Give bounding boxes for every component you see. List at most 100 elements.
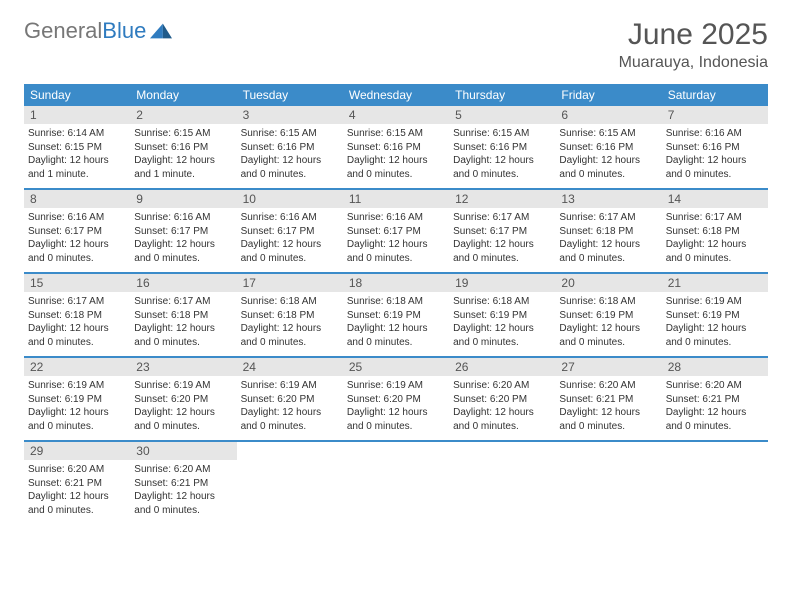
title-block: June 2025 Muarauya, Indonesia xyxy=(619,18,768,72)
week-row: 29Sunrise: 6:20 AMSunset: 6:21 PMDayligh… xyxy=(24,440,768,524)
sunrise-text: Sunrise: 6:18 AM xyxy=(453,295,551,309)
day-details: Sunrise: 6:17 AMSunset: 6:18 PMDaylight:… xyxy=(24,292,130,353)
day-cell: 24Sunrise: 6:19 AMSunset: 6:20 PMDayligh… xyxy=(237,358,343,440)
daylight-text: Daylight: 12 hours and 0 minutes. xyxy=(559,238,657,265)
logo-triangle-icon xyxy=(150,23,172,39)
day-details: Sunrise: 6:20 AMSunset: 6:21 PMDaylight:… xyxy=(130,460,236,521)
sunset-text: Sunset: 6:17 PM xyxy=(134,225,232,239)
daylight-text: Daylight: 12 hours and 0 minutes. xyxy=(666,238,764,265)
day-cell: 20Sunrise: 6:18 AMSunset: 6:19 PMDayligh… xyxy=(555,274,661,356)
sunset-text: Sunset: 6:21 PM xyxy=(559,393,657,407)
day-cell: 16Sunrise: 6:17 AMSunset: 6:18 PMDayligh… xyxy=(130,274,236,356)
sunrise-text: Sunrise: 6:15 AM xyxy=(453,127,551,141)
daylight-text: Daylight: 12 hours and 0 minutes. xyxy=(453,406,551,433)
day-details: Sunrise: 6:20 AMSunset: 6:20 PMDaylight:… xyxy=(449,376,555,437)
sunset-text: Sunset: 6:16 PM xyxy=(241,141,339,155)
day-details: Sunrise: 6:20 AMSunset: 6:21 PMDaylight:… xyxy=(555,376,661,437)
day-cell: 10Sunrise: 6:16 AMSunset: 6:17 PMDayligh… xyxy=(237,190,343,272)
day-number: 29 xyxy=(24,442,130,460)
daylight-text: Daylight: 12 hours and 0 minutes. xyxy=(28,238,126,265)
sunrise-text: Sunrise: 6:20 AM xyxy=(453,379,551,393)
sunset-text: Sunset: 6:19 PM xyxy=(666,309,764,323)
day-cell: 25Sunrise: 6:19 AMSunset: 6:20 PMDayligh… xyxy=(343,358,449,440)
empty-day-cell xyxy=(343,442,449,524)
day-number xyxy=(555,442,661,446)
day-details: Sunrise: 6:19 AMSunset: 6:20 PMDaylight:… xyxy=(237,376,343,437)
day-details: Sunrise: 6:18 AMSunset: 6:19 PMDaylight:… xyxy=(555,292,661,353)
daylight-text: Daylight: 12 hours and 0 minutes. xyxy=(347,238,445,265)
day-cell: 5Sunrise: 6:15 AMSunset: 6:16 PMDaylight… xyxy=(449,106,555,188)
daylight-text: Daylight: 12 hours and 0 minutes. xyxy=(28,406,126,433)
daylight-text: Daylight: 12 hours and 0 minutes. xyxy=(559,322,657,349)
day-number: 19 xyxy=(449,274,555,292)
day-number: 12 xyxy=(449,190,555,208)
calendar-grid: SundayMondayTuesdayWednesdayThursdayFrid… xyxy=(24,84,768,524)
day-cell: 11Sunrise: 6:16 AMSunset: 6:17 PMDayligh… xyxy=(343,190,449,272)
daylight-text: Daylight: 12 hours and 0 minutes. xyxy=(666,154,764,181)
sunset-text: Sunset: 6:18 PM xyxy=(134,309,232,323)
day-details: Sunrise: 6:15 AMSunset: 6:16 PMDaylight:… xyxy=(449,124,555,185)
weekday-header-row: SundayMondayTuesdayWednesdayThursdayFrid… xyxy=(24,84,768,106)
day-number: 4 xyxy=(343,106,449,124)
day-cell: 15Sunrise: 6:17 AMSunset: 6:18 PMDayligh… xyxy=(24,274,130,356)
day-number: 1 xyxy=(24,106,130,124)
day-number xyxy=(449,442,555,446)
daylight-text: Daylight: 12 hours and 0 minutes. xyxy=(347,406,445,433)
day-number: 14 xyxy=(662,190,768,208)
sunset-text: Sunset: 6:16 PM xyxy=(666,141,764,155)
day-cell: 12 Sunrise: 6:17 AMSunset: 6:17 PMDayligh… xyxy=(449,190,555,272)
day-details: Sunrise: 6:17 AMSunset: 6:18 PMDaylight:… xyxy=(555,208,661,269)
sunset-text: Sunset: 6:17 PM xyxy=(453,225,551,239)
day-details: Sunrise: 6:19 AMSunset: 6:20 PMDaylight:… xyxy=(130,376,236,437)
day-details: Sunrise: 6:14 AMSunset: 6:15 PMDaylight:… xyxy=(24,124,130,185)
sunrise-text: Sunrise: 6:19 AM xyxy=(347,379,445,393)
day-number: 30 xyxy=(130,442,236,460)
sunrise-text: Sunrise: 6:20 AM xyxy=(666,379,764,393)
daylight-text: Daylight: 12 hours and 0 minutes. xyxy=(134,238,232,265)
weekday-header: Wednesday xyxy=(343,84,449,106)
weekday-header: Thursday xyxy=(449,84,555,106)
weekday-header: Tuesday xyxy=(237,84,343,106)
daylight-text: Daylight: 12 hours and 0 minutes. xyxy=(666,406,764,433)
sunrise-text: Sunrise: 6:18 AM xyxy=(347,295,445,309)
sunset-text: Sunset: 6:18 PM xyxy=(28,309,126,323)
day-cell: 2Sunrise: 6:15 AMSunset: 6:16 PMDaylight… xyxy=(130,106,236,188)
daylight-text: Daylight: 12 hours and 0 minutes. xyxy=(134,322,232,349)
daylight-text: Daylight: 12 hours and 0 minutes. xyxy=(453,238,551,265)
sunrise-text: Sunrise: 6:16 AM xyxy=(134,211,232,225)
sunset-text: Sunset: 6:21 PM xyxy=(666,393,764,407)
day-number xyxy=(237,442,343,446)
daylight-text: Daylight: 12 hours and 0 minutes. xyxy=(28,490,126,517)
sunset-text: Sunset: 6:21 PM xyxy=(28,477,126,491)
sunset-text: Sunset: 6:19 PM xyxy=(347,309,445,323)
day-cell: 3Sunrise: 6:15 AMSunset: 6:16 PMDaylight… xyxy=(237,106,343,188)
sunset-text: Sunset: 6:18 PM xyxy=(241,309,339,323)
sunset-text: Sunset: 6:20 PM xyxy=(453,393,551,407)
day-details: Sunrise: 6:20 AMSunset: 6:21 PMDaylight:… xyxy=(24,460,130,521)
day-number: 25 xyxy=(343,358,449,376)
day-number: 16 xyxy=(130,274,236,292)
day-number: 8 xyxy=(24,190,130,208)
day-cell: 17Sunrise: 6:18 AMSunset: 6:18 PMDayligh… xyxy=(237,274,343,356)
sunrise-text: Sunrise: 6:20 AM xyxy=(559,379,657,393)
day-details: Sunrise: 6:16 AMSunset: 6:17 PMDaylight:… xyxy=(130,208,236,269)
day-number: 7 xyxy=(662,106,768,124)
day-number: 10 xyxy=(237,190,343,208)
sunrise-text: Sunrise: 6:15 AM xyxy=(347,127,445,141)
day-details: Sunrise: 6:18 AMSunset: 6:19 PMDaylight:… xyxy=(343,292,449,353)
day-details: Sunrise: 6:16 AMSunset: 6:16 PMDaylight:… xyxy=(662,124,768,185)
sunset-text: Sunset: 6:16 PM xyxy=(134,141,232,155)
day-details: Sunrise: 6:20 AMSunset: 6:21 PMDaylight:… xyxy=(662,376,768,437)
day-cell: 30Sunrise: 6:20 AMSunset: 6:21 PMDayligh… xyxy=(130,442,236,524)
daylight-text: Daylight: 12 hours and 0 minutes. xyxy=(559,406,657,433)
day-details: Sunrise: 6:19 AMSunset: 6:19 PMDaylight:… xyxy=(24,376,130,437)
daylight-text: Daylight: 12 hours and 0 minutes. xyxy=(134,406,232,433)
day-number: 3 xyxy=(237,106,343,124)
sunset-text: Sunset: 6:16 PM xyxy=(347,141,445,155)
sunset-text: Sunset: 6:18 PM xyxy=(666,225,764,239)
daylight-text: Daylight: 12 hours and 0 minutes. xyxy=(241,154,339,181)
day-details: Sunrise: 6:19 AMSunset: 6:20 PMDaylight:… xyxy=(343,376,449,437)
sunrise-text: Sunrise: 6:17 AM xyxy=(453,211,551,225)
sunrise-text: Sunrise: 6:20 AM xyxy=(28,463,126,477)
day-number: 11 xyxy=(343,190,449,208)
